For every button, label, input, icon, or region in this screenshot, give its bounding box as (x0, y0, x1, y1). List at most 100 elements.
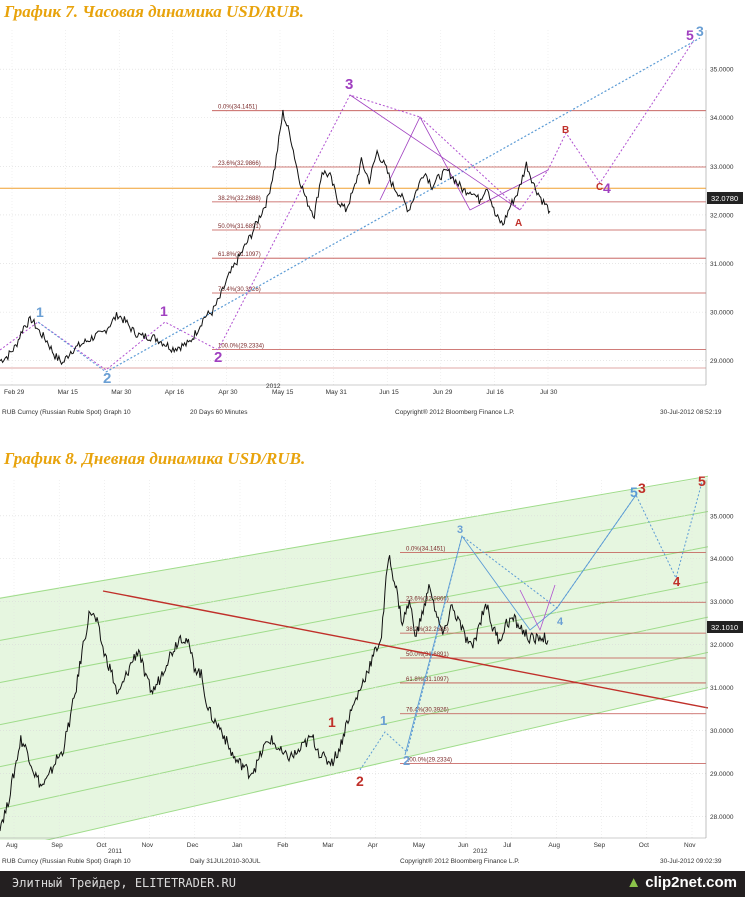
c7-x-tick-6: May 31 (326, 389, 348, 396)
c8-y-tick-1: 29.0000 (710, 771, 734, 778)
c8-fib-label-3: 50.0%(31.6891) (406, 652, 449, 658)
chart-8-trendlines (102, 481, 708, 771)
c8-x-tick-7: Mar (322, 842, 334, 849)
chart-8-grid (0, 480, 706, 838)
c8-wave-label-1: 2 (356, 773, 364, 789)
c8-wave-path-purple (519, 584, 556, 632)
c8-x-tick-2: Oct (96, 842, 106, 849)
c8-channel-line (0, 546, 708, 683)
chart-7-hourly: 0.0%(34.1451) 23.6%(32.9866) 38.2%(32.2688… (0, 23, 743, 416)
c7-wave-label-9: 5 (686, 27, 694, 43)
chart-8-footer-left: RUB Curncy (Russian Ruble Spot) Graph 10 (2, 858, 131, 865)
c7-y-tick-0: 29.0000 (710, 358, 734, 365)
chart-8-year-label-2: 2012 (473, 848, 488, 855)
c7-wave-label-10: 3 (696, 23, 704, 39)
c7-fib-label-3: 50.0%(31.6891) (218, 224, 261, 230)
c8-fib-label-6: 100.0%(29.2334) (406, 758, 452, 764)
c7-x-tick-3: Apr 16 (165, 389, 185, 396)
chart-7-footer-mid: 20 Days 60 Minutes (190, 409, 248, 416)
c8-wave-label-5: 4 (557, 616, 564, 628)
chart-7-footer-right: 30-Jul-2012 08:52:19 (660, 409, 722, 416)
c7-y-tick-1: 30.0000 (710, 310, 734, 317)
c7-wave-label-6: B (562, 125, 569, 136)
chart-7-footer-copyright: Copyright® 2012 Bloomberg Finance L.P. (395, 408, 515, 416)
chart-8-title: График 8. Дневная динамика USD/RUB. (4, 449, 306, 468)
c7-trend-line-blue (105, 37, 701, 373)
c8-x-tick-1: Sep (51, 842, 63, 849)
upload-arrow-icon: ▲ (626, 874, 642, 891)
c8-wave-label-0: 1 (328, 714, 336, 730)
c7-x-tick-7: Jun 15 (379, 389, 399, 396)
c8-wave-path-solid (404, 494, 637, 756)
c8-fib-label-0: 0.0%(34.1451) (406, 547, 445, 553)
chart-8-last-price: 32.1010 (711, 623, 738, 632)
chart-8-daily: 0.0%(34.1451) 23.6%(32.9866) 38.2%(32.2688… (0, 473, 743, 865)
chart-8-year-label-1: 2011 (108, 848, 122, 855)
c8-y-tick-2: 30.0000 (710, 728, 734, 735)
c8-fib-label-4: 61.8%(31.1097) (406, 677, 449, 683)
chart-8-footer-mid: Daily 31JUL2010-30JUL (190, 858, 261, 865)
c7-wave-path-purple (0, 39, 695, 371)
c7-y-tick-5: 34.0000 (710, 115, 734, 122)
c7-x-tick-1: Mar 15 (58, 389, 79, 396)
c8-wave-path-blue (359, 481, 703, 771)
c8-trend-line-red (102, 590, 708, 709)
c7-x-tick-8: Jun 29 (433, 389, 453, 396)
c7-y-tick-6: 35.0000 (710, 67, 734, 74)
c8-channel-line (0, 581, 708, 726)
c7-y-tick-3: 32.0000 (710, 212, 734, 219)
c8-y-tick-0: 28.0000 (710, 814, 734, 821)
c8-wave-label-3: 2 (403, 753, 410, 768)
c7-x-tick-0: Feb 29 (4, 389, 25, 396)
c8-y-tick-6: 34.0000 (710, 556, 734, 563)
clip2net-logo-text: clip2net.com (645, 874, 737, 891)
clip2net-logo: ▲ clip2net.com (626, 874, 737, 891)
c7-wave-label-8: 4 (603, 180, 611, 196)
c7-y-tick-2: 31.0000 (710, 261, 734, 268)
c7-x-tick-2: Mar 30 (111, 389, 132, 396)
c7-fib-label-6: 100.0%(29.2334) (218, 343, 264, 349)
c7-channel-upper (349, 94, 521, 211)
chart-7-year-label: 2012 (266, 383, 281, 390)
c7-fib-label-2: 38.2%(32.2688) (218, 196, 261, 202)
chart-7-y-axis: 29.0000 30.0000 31.0000 32.0000 33.0000 34.00… (705, 30, 734, 385)
c8-x-tick-13: Sep (594, 842, 606, 849)
c8-x-tick-0: Aug (6, 842, 18, 849)
c8-channel-line (0, 510, 708, 641)
c8-fib-label-2: 38.2%(32.2688) (406, 627, 449, 633)
chart-7-last-price-box (707, 192, 743, 204)
chart-8-footer-copyright: Copyright® 2012 Bloomberg Finance L.P. (400, 857, 520, 865)
c7-x-tick-10: Jul 30 (540, 389, 558, 396)
c8-x-tick-9: May (413, 842, 426, 849)
c8-wave-label-4: 3 (457, 524, 463, 536)
c8-x-tick-11: Jul (503, 842, 512, 849)
c7-x-tick-5: May 15 (272, 389, 294, 396)
watermark-bar: Элитный Трейдер, ELITETRADER.RU ▲ clip2n… (0, 871, 745, 897)
chart-7-x-axis: Feb 29 Mar 15 Mar 30 Apr 16 Apr 30 May 15 May … (0, 384, 706, 396)
c8-y-tick-7: 35.0000 (710, 513, 734, 520)
chart-8-x-axis: Aug Sep Oct Nov Dec Jan Feb Mar Apr May Jun Jul Aug S… (0, 837, 706, 849)
c8-price-line (0, 555, 549, 832)
c8-channel-line (44, 687, 708, 840)
chart-7-footer-left: RUB Curncy (Russian Ruble Spot) Graph 10 (2, 409, 131, 416)
c8-fib-label-1: 23.6%(32.9866) (406, 596, 449, 602)
c8-wave-label-7: 3 (638, 480, 646, 496)
chart-8-footer-right: 30-Jul-2012 09:02:39 (660, 858, 722, 865)
c7-wave-label-2: 1 (160, 303, 168, 319)
chart-8-y-axis: 28.0000 29.0000 30.0000 31.0000 32.0000 33.00… (705, 480, 734, 838)
chart-7-last-price: 32.0780 (711, 194, 738, 203)
chart-8-last-price-box (707, 621, 743, 633)
c7-channel-lower (379, 116, 549, 211)
c7-x-tick-9: Jul 16 (486, 389, 504, 396)
c8-channel-line (0, 475, 708, 599)
chart-8-price-series (0, 555, 549, 832)
c8-y-tick-5: 33.0000 (710, 599, 734, 606)
c8-y-tick-4: 32.0000 (710, 642, 734, 649)
c8-x-tick-15: Nov (684, 842, 696, 849)
c8-x-tick-14: Oct (639, 842, 649, 849)
chart-8-channel (0, 475, 708, 840)
c8-x-tick-4: Dec (187, 842, 199, 849)
c7-wave-label-1: 2 (103, 370, 111, 387)
c7-wave-label-0: 1 (36, 304, 44, 320)
